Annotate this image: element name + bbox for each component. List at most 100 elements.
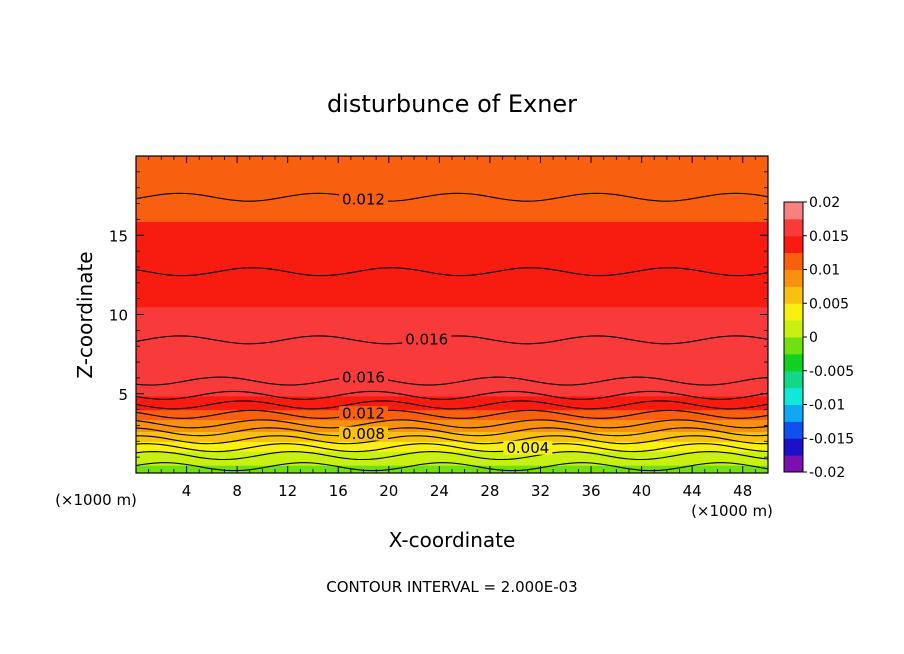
contour-band <box>136 414 768 419</box>
contour-band <box>136 262 768 266</box>
colorbar-label: -0.005 <box>809 364 854 380</box>
x-tick-label: 20 <box>379 482 398 500</box>
contour-band <box>136 171 768 175</box>
contour-line <box>136 435 768 445</box>
contour-band <box>136 183 768 187</box>
contour-band <box>136 236 768 240</box>
contour-band <box>136 325 768 329</box>
x-tick-label: 40 <box>632 482 651 500</box>
contour-label-background <box>339 370 389 385</box>
contour-band <box>136 395 768 399</box>
contour-band <box>136 385 768 389</box>
colorbar-segment <box>784 252 803 270</box>
contour-label: 0.012 <box>342 191 385 209</box>
colorbar-label: 0.015 <box>809 229 849 245</box>
contour-band <box>136 401 768 405</box>
contour-band <box>136 307 768 312</box>
contour-band <box>136 286 768 290</box>
contour-line <box>136 451 768 461</box>
contour-band <box>136 220 768 224</box>
contour-band <box>136 230 768 234</box>
contour-band <box>136 260 768 264</box>
contour-band <box>136 409 768 413</box>
contour-band <box>136 323 768 327</box>
contour-band <box>136 218 768 222</box>
contour-band <box>136 317 768 322</box>
contour-band <box>136 288 768 292</box>
contour-band <box>136 456 768 460</box>
y-tick-label: 10 <box>109 307 128 325</box>
contour-band <box>136 403 768 407</box>
colorbar-segment <box>784 269 803 287</box>
colorbar-segment <box>784 353 803 372</box>
contour-band <box>136 460 768 464</box>
contour-band <box>136 432 768 436</box>
contour-band <box>136 256 768 260</box>
contour-band <box>136 169 768 173</box>
contour-band <box>136 319 768 324</box>
contour-band <box>136 175 768 179</box>
contour-band <box>136 252 768 256</box>
contour-label-background <box>402 332 452 347</box>
contour-label: 0.016 <box>405 331 448 349</box>
colorbar-segment <box>784 421 803 439</box>
contour-lines <box>136 192 768 472</box>
x-tick-label: 36 <box>581 482 600 500</box>
x-tick-label: 44 <box>683 482 702 500</box>
colorbar-segment <box>784 438 803 456</box>
contour-band <box>136 375 768 379</box>
contour-band <box>136 303 768 308</box>
filled-contour-bands <box>136 156 768 473</box>
contour-band <box>136 185 768 189</box>
colorbar-segment <box>784 404 803 422</box>
contour-band <box>136 204 768 209</box>
contour-band <box>136 357 768 361</box>
contour-band <box>136 389 768 393</box>
contour-band <box>136 458 768 462</box>
contour-band <box>136 347 768 351</box>
contour-band <box>136 361 768 365</box>
x-tick-label: 28 <box>480 482 499 500</box>
contour-band <box>136 405 768 409</box>
colorbar-segment <box>784 218 803 237</box>
x-tick-label: 4 <box>182 482 192 500</box>
contour-band <box>136 240 768 244</box>
contour-line <box>136 443 768 453</box>
contour-band <box>136 452 768 456</box>
contour-band <box>136 363 768 367</box>
contour-band <box>136 387 768 391</box>
contour-band <box>136 159 768 163</box>
x-tick-label: 48 <box>733 482 752 500</box>
contour-band <box>136 276 768 280</box>
contour-band <box>136 161 768 165</box>
contour-band <box>136 214 768 219</box>
contour-band <box>136 440 768 444</box>
contour-band <box>136 373 768 377</box>
contour-label: 0.016 <box>342 369 385 387</box>
x-unit-left: (×1000 m) <box>55 491 137 509</box>
colorbar-segment <box>784 370 803 389</box>
contour-band <box>136 202 768 207</box>
contour-label-background <box>339 406 389 421</box>
contour-band <box>136 266 768 270</box>
colorbar: 0.02 0.015 0.01 0.005 0 -0.005 -0.01 -0.015 -0.0… <box>783 195 854 481</box>
contour-band <box>136 454 768 458</box>
contour-band <box>136 248 768 252</box>
contour-band <box>136 290 768 294</box>
x-unit-right: (×1000 m) <box>691 502 773 520</box>
colorbar-segment <box>784 320 803 338</box>
colorbar-label: -0.02 <box>809 465 845 481</box>
contour-band <box>136 216 768 220</box>
contour-line <box>136 267 768 277</box>
contour-band <box>136 464 768 468</box>
contour-label: 0.004 <box>506 439 549 457</box>
colorbar-segment <box>784 337 803 355</box>
contour-band <box>136 292 768 296</box>
y-tick-label: 5 <box>118 386 128 404</box>
x-tick-label: 24 <box>430 482 449 500</box>
contour-band <box>136 391 768 395</box>
contour-band <box>136 226 768 230</box>
contour-label: 0.012 <box>342 405 385 423</box>
contour-band <box>136 337 768 341</box>
contour-band <box>136 179 768 183</box>
